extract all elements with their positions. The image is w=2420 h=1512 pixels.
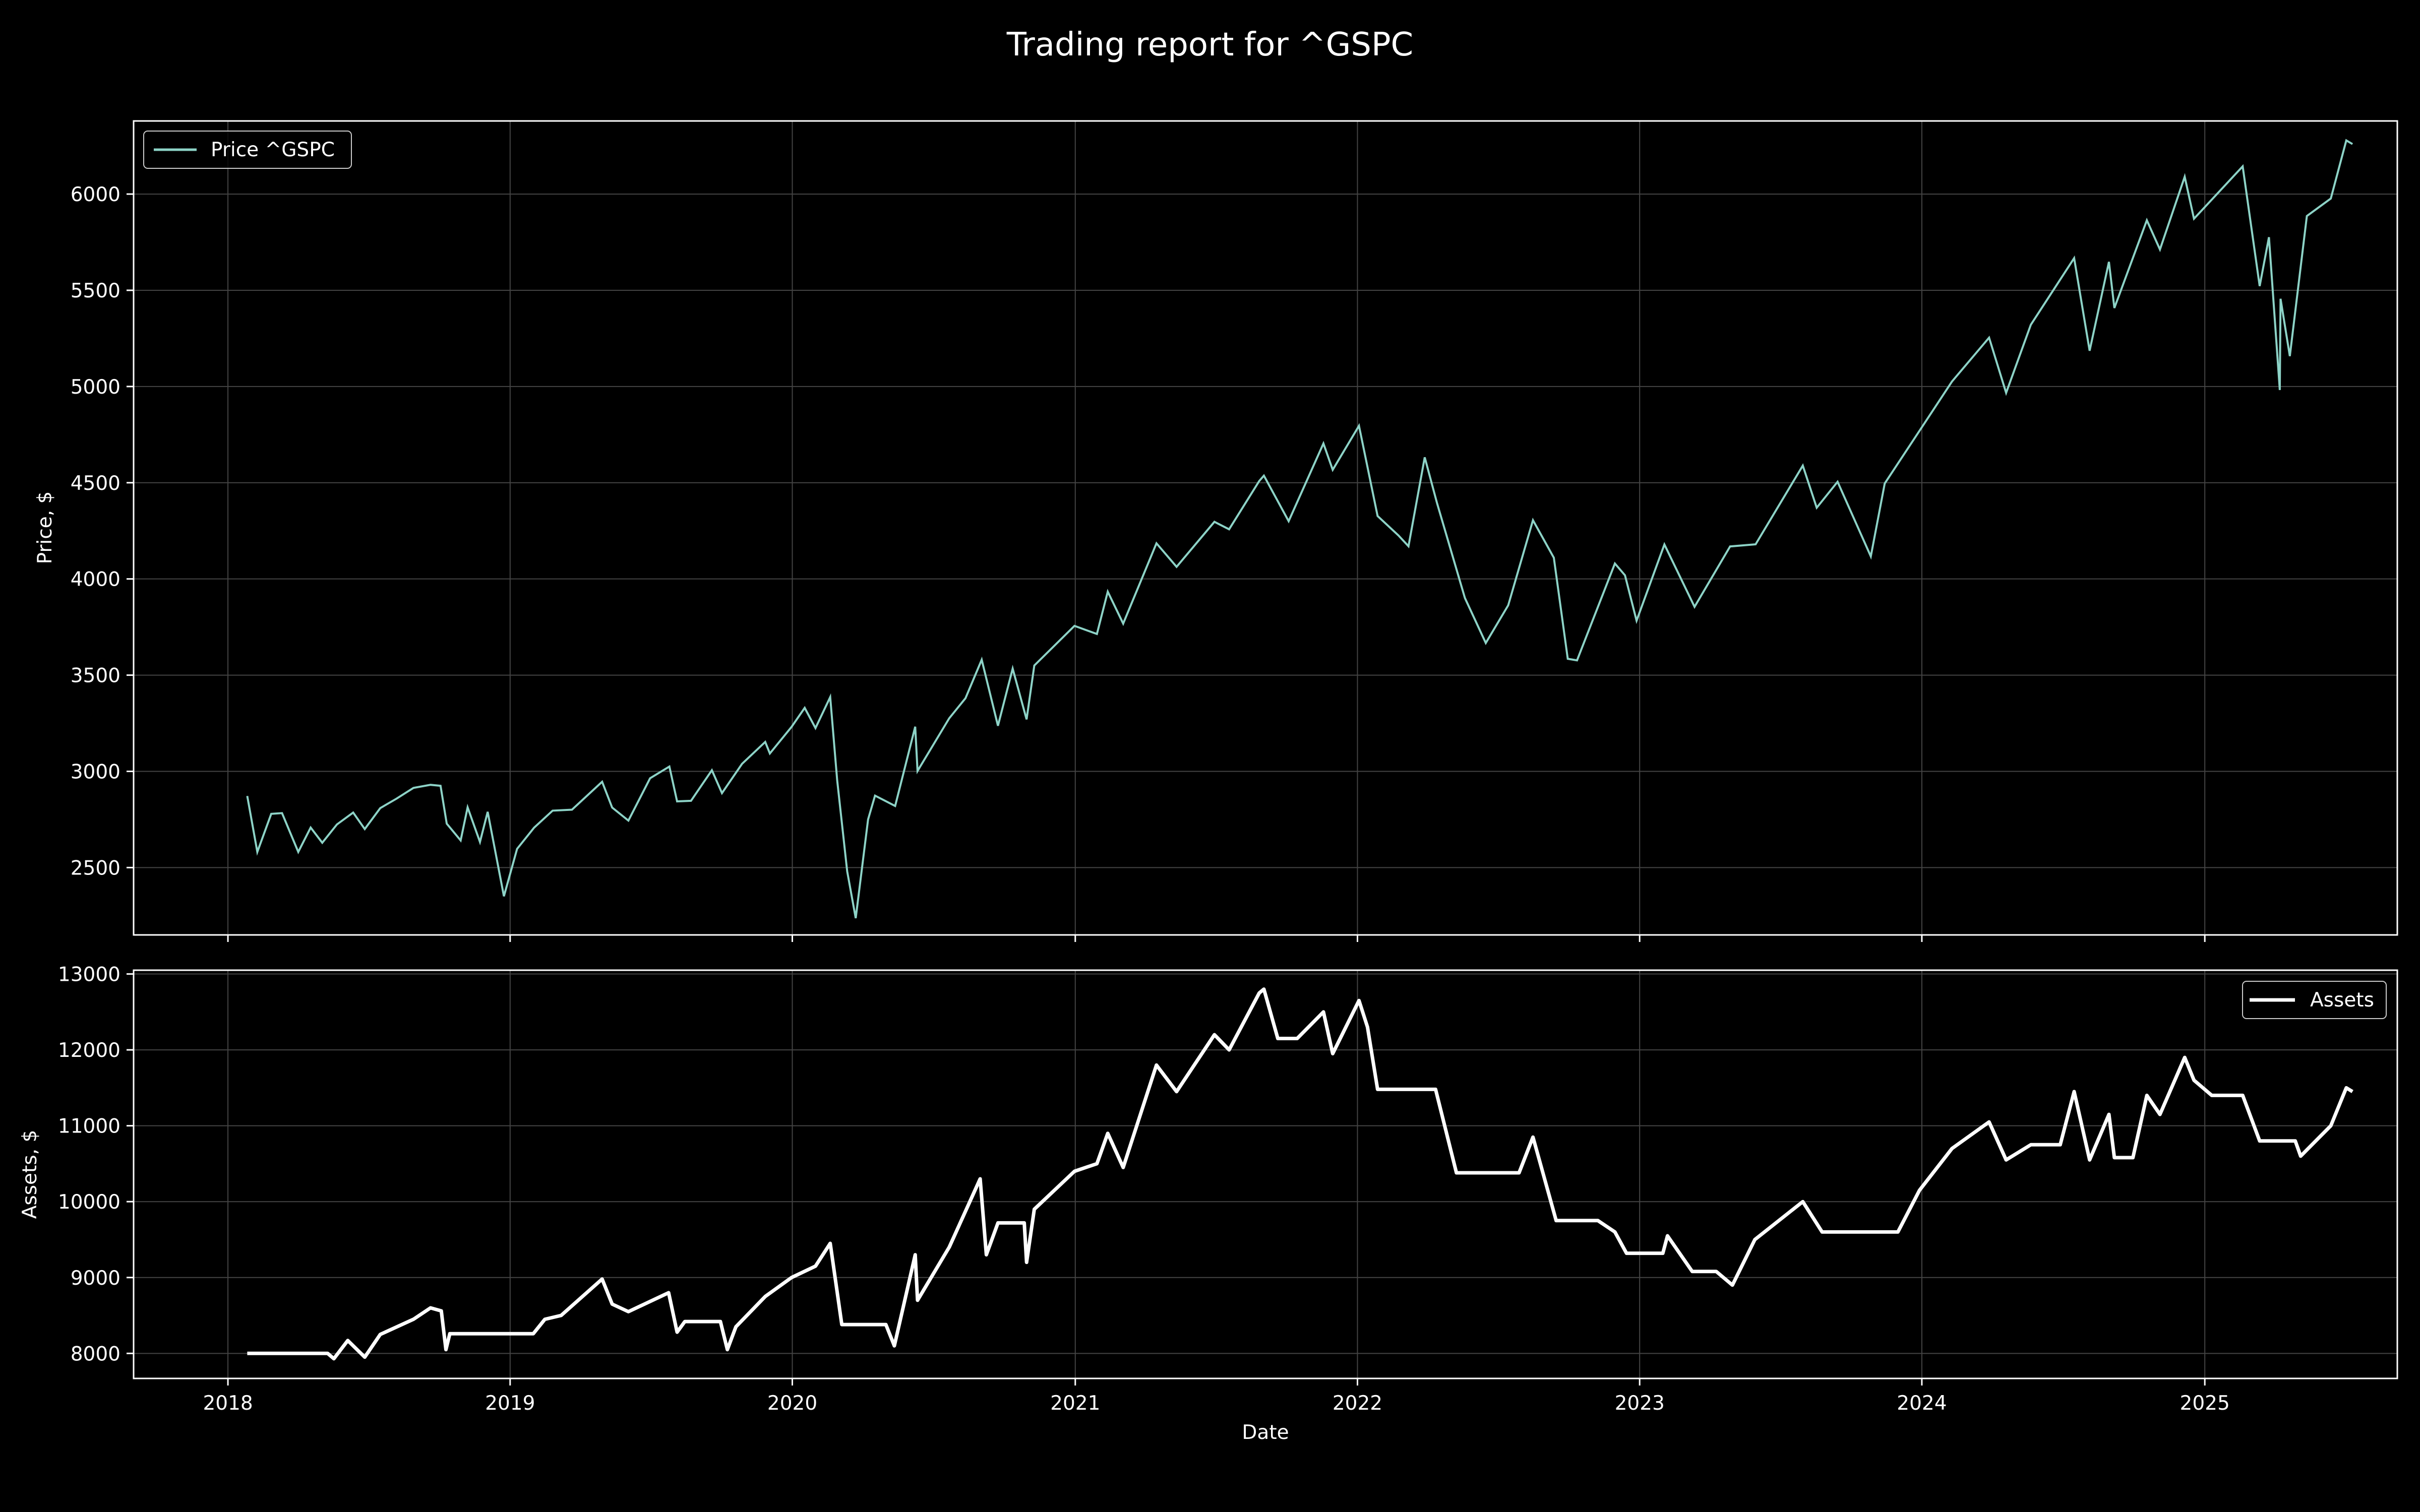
price-grid (134, 121, 2397, 935)
assets-y-axis-label: Assets, $ (19, 1130, 41, 1219)
price-legend-box (143, 131, 352, 169)
assets-panel: 8000 9000 10000 11000 12000 13000 2018 2019 202… (19, 964, 2398, 1444)
price-y-tick-label: 3000 (71, 761, 120, 783)
assets-x-tick-label: 2019 (485, 1392, 535, 1415)
assets-x-tick-label: 2023 (1615, 1392, 1665, 1415)
price-y-tick-label: 4500 (71, 472, 120, 495)
x-axis-label: Date (1242, 1421, 1289, 1444)
assets-legend-box (2242, 981, 2387, 1019)
price-y-axis-label: Price, $ (34, 491, 56, 564)
assets-legend: Assets (2242, 981, 2387, 1019)
price-y-tick-label: 6000 (71, 183, 120, 206)
price-panel: 2500 3000 3500 4000 4500 5000 5500 6000 Price, … (34, 120, 2398, 942)
assets-axes-frame (133, 969, 2398, 1379)
assets-x-tick-label: 2021 (1050, 1392, 1100, 1415)
price-axes-frame (133, 120, 2398, 936)
price-y-tick-label: 5000 (71, 376, 120, 399)
assets-y-tick-label: 11000 (58, 1115, 120, 1138)
price-legend-label: Price ^GSPC (211, 139, 335, 161)
price-series-line (246, 139, 2353, 919)
price-y-ticks: 2500 3000 3500 4000 4500 5000 5500 6000 (71, 183, 134, 879)
assets-y-tick-label: 13000 (58, 964, 120, 986)
price-x-ticks (227, 935, 2206, 942)
assets-x-tick-label: 2022 (1333, 1392, 1382, 1415)
assets-x-tick-label: 2018 (203, 1392, 253, 1415)
assets-x-ticks: 2018 2019 2020 2021 2022 2023 2024 2025 (203, 1378, 2230, 1415)
figure-title: Trading report for ^GSPC (1006, 26, 1413, 64)
price-y-tick-label: 4000 (71, 569, 120, 591)
assets-series-line (247, 987, 2353, 1361)
assets-x-tick-label: 2025 (2180, 1392, 2230, 1415)
assets-y-tick-label: 8000 (71, 1343, 120, 1365)
price-y-tick-label: 5500 (71, 280, 120, 302)
assets-y-ticks: 8000 9000 10000 11000 12000 13000 (58, 964, 134, 1365)
assets-y-tick-label: 10000 (58, 1191, 120, 1214)
assets-x-tick-label: 2020 (767, 1392, 817, 1415)
assets-y-tick-label: 9000 (71, 1267, 120, 1290)
assets-x-tick-label: 2024 (1897, 1392, 1947, 1415)
assets-legend-label: Assets (2310, 989, 2374, 1012)
assets-y-tick-label: 12000 (58, 1039, 120, 1062)
price-y-tick-label: 3500 (71, 665, 120, 687)
assets-grid (134, 970, 2397, 1378)
price-legend: Price ^GSPC (143, 131, 352, 169)
price-y-tick-label: 2500 (71, 857, 120, 879)
